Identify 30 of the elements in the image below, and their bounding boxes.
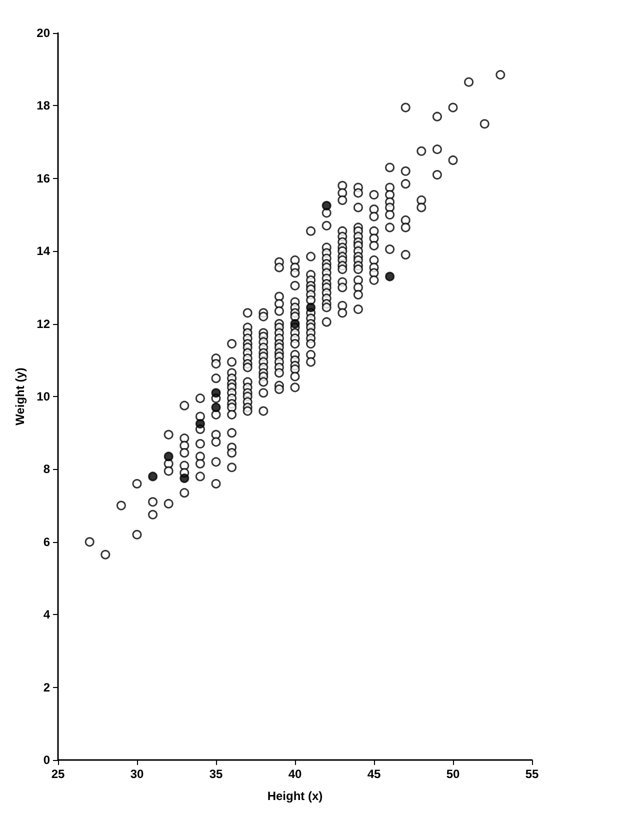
y-axis-title: Weight (y): [12, 368, 27, 426]
point: [164, 452, 174, 462]
point: [322, 200, 332, 210]
y-tick-label: 12: [36, 316, 50, 331]
y-tick-label: 2: [43, 680, 50, 694]
y-tick-label: 10: [36, 390, 50, 404]
point: [195, 419, 205, 429]
point: [211, 402, 221, 412]
point: [290, 319, 300, 329]
y-tick-label: 8: [43, 462, 50, 476]
point: [211, 388, 221, 398]
point: [385, 272, 395, 282]
point: [148, 472, 158, 482]
x-axis-title: Height (x): [267, 789, 323, 803]
x-tick-label: 30: [130, 767, 144, 781]
x-tick-label: 45: [367, 767, 381, 781]
y-tick-label: 14: [36, 244, 50, 258]
y-tick-label: 4: [43, 608, 50, 622]
y-tick-label: 16: [36, 171, 50, 186]
y-tick-label: 18: [36, 98, 50, 113]
y-tick-label: 20: [36, 26, 50, 40]
x-tick-label: 40: [288, 767, 302, 781]
x-tick-label: 35: [209, 767, 223, 781]
point: [180, 474, 190, 484]
x-tick-label: 50: [446, 767, 460, 781]
x-tick-label: 55: [525, 767, 539, 781]
point: [306, 302, 316, 312]
y-tick-label: 6: [43, 534, 50, 549]
y-tick-label: 0: [43, 753, 50, 767]
x-tick-label: 25: [51, 767, 65, 781]
